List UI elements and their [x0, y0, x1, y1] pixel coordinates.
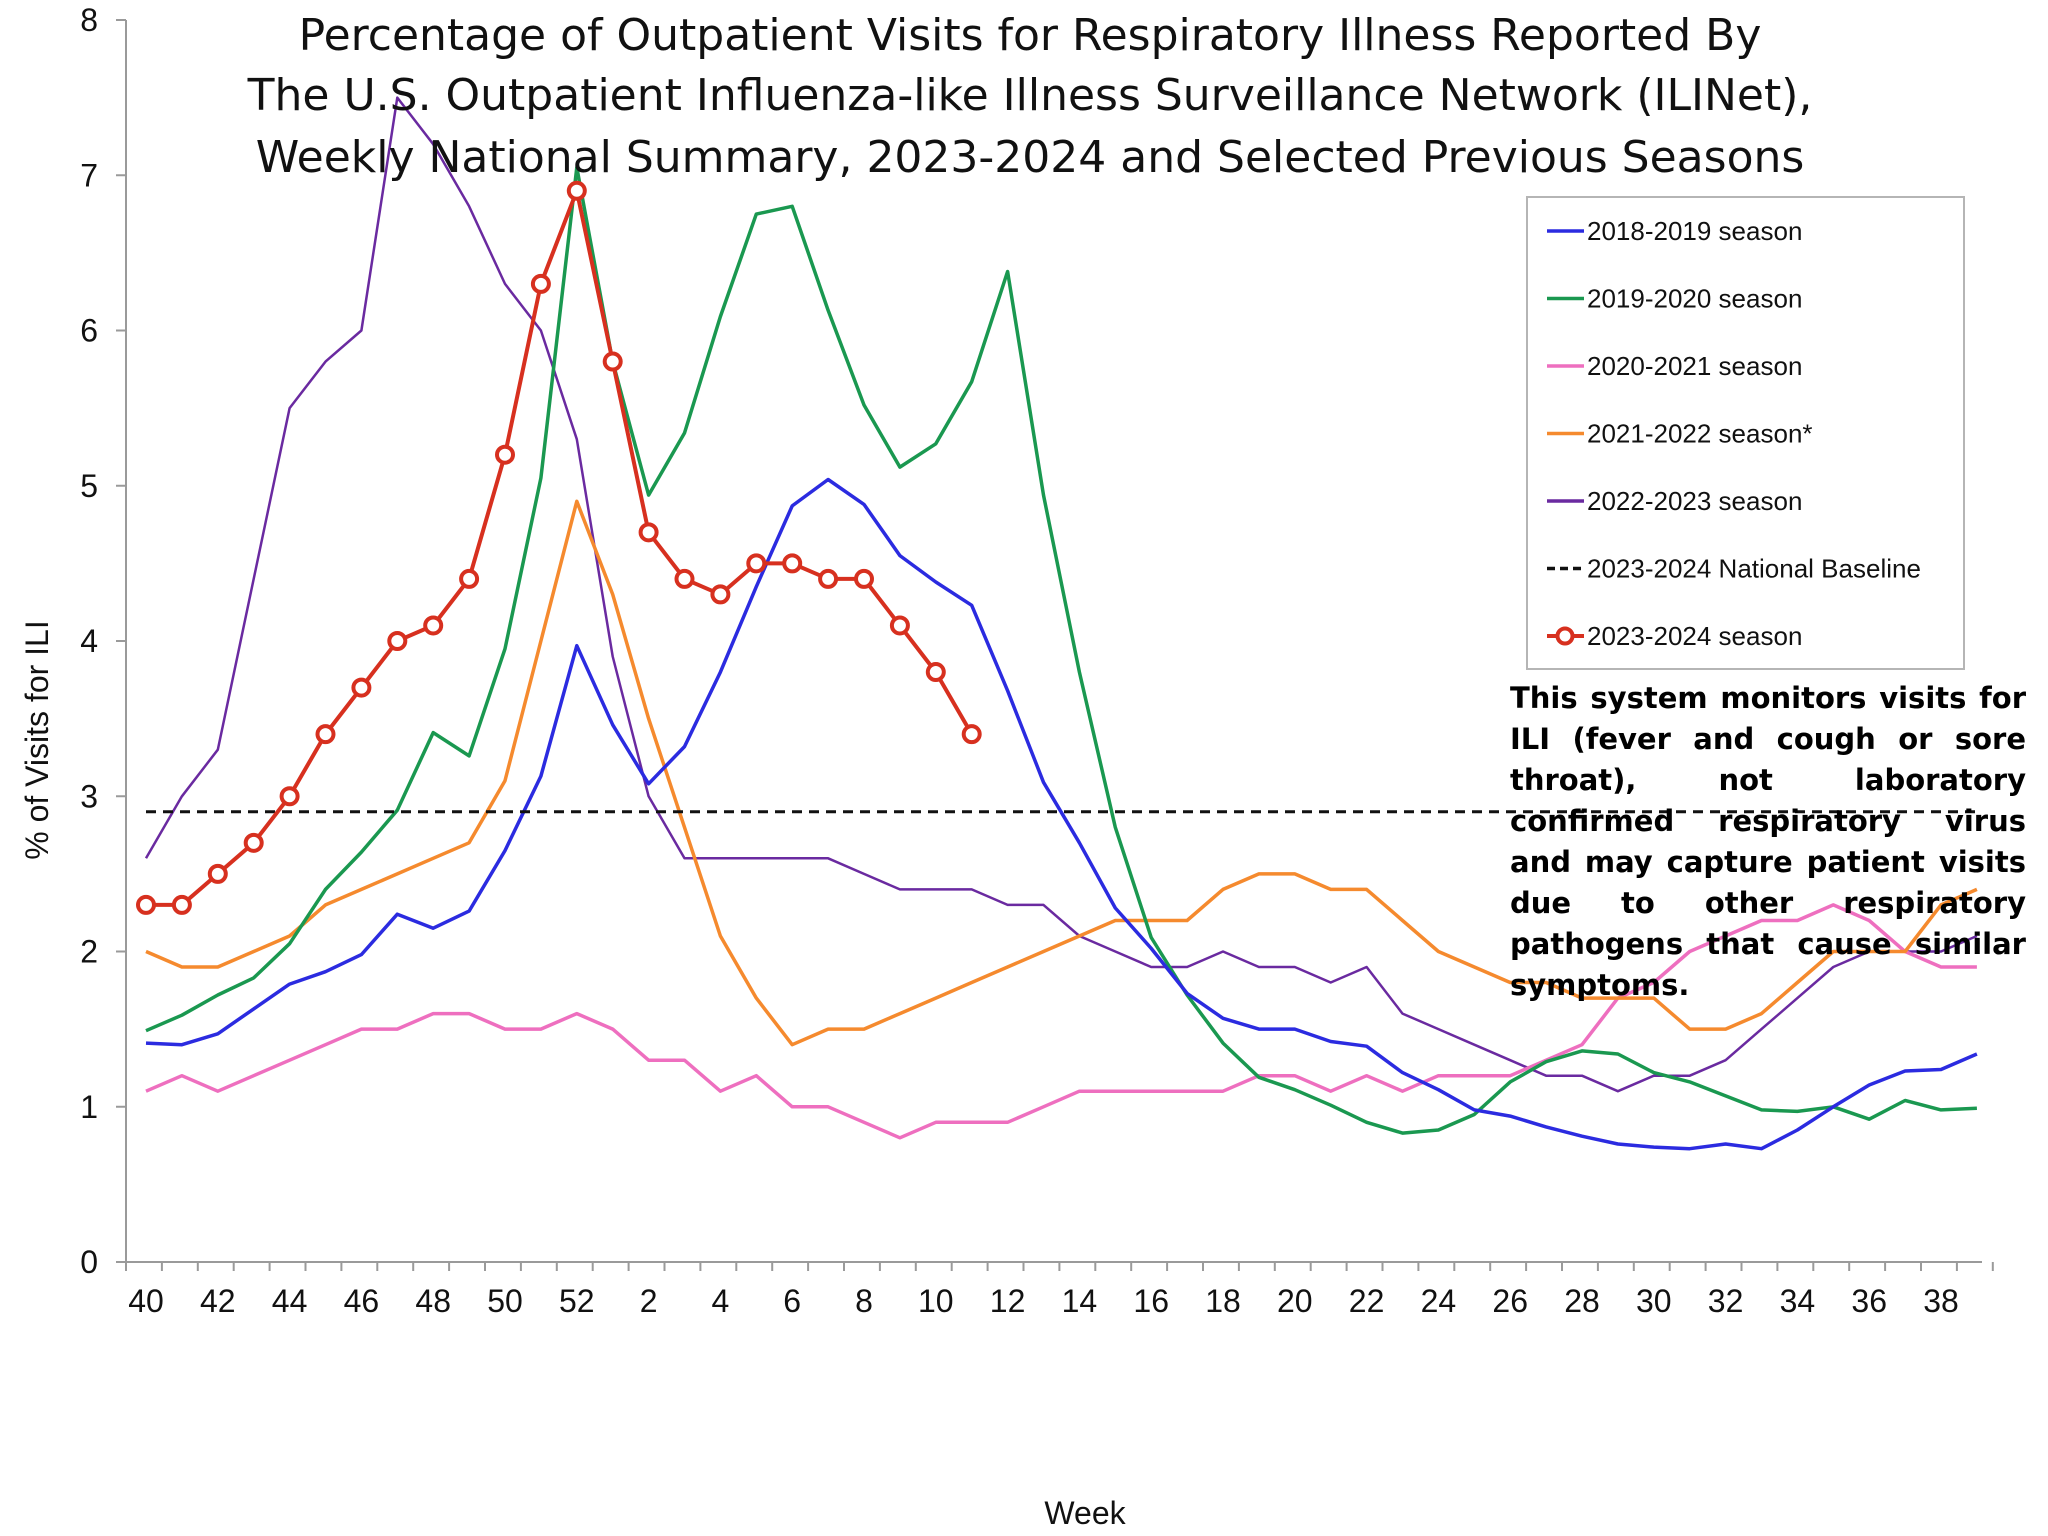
x-axis-label: Week	[1044, 1495, 1126, 1531]
data-point-2023-2024	[889, 615, 910, 636]
x-tick-label: 32	[1708, 1283, 1744, 1319]
plot-area	[136, 96, 1978, 1151]
legend-entry-label: 2020-2021 season	[1587, 351, 1802, 381]
legend: 2018-2019 season 2019-2020 season 2020-202…	[1526, 196, 1965, 670]
data-point-2023-2024	[961, 724, 982, 745]
surveillance-note: This system monitors visits for ILI (fev…	[1510, 681, 2026, 1002]
x-tick-label: 26	[1492, 1283, 1528, 1319]
series-line-2019-2020-season	[145, 165, 1977, 1135]
data-point-2023-2024	[495, 444, 515, 465]
series-line-2021-2022-season-	[145, 499, 1978, 1047]
x-tick-label: 12	[990, 1283, 1026, 1319]
chart-title-line-1: Percentage of Outpatient Visits for Resp…	[299, 10, 1762, 61]
data-point-2023-2024	[782, 553, 803, 574]
y-tick-label: 2	[80, 934, 98, 970]
x-tick-label: 10	[918, 1283, 954, 1319]
x-tick-label: 8	[855, 1283, 873, 1319]
y-tick-label: 4	[80, 623, 98, 659]
data-point-2023-2024	[459, 568, 480, 589]
data-point-2023-2024	[279, 786, 300, 807]
x-tick-label: 44	[272, 1283, 308, 1319]
data-point-2023-2024	[746, 553, 767, 574]
data-point-2023-2024	[710, 584, 731, 605]
x-tick-label: 36	[1851, 1283, 1887, 1319]
data-point-2023-2024	[207, 863, 228, 884]
data-point-2023-2024	[638, 522, 659, 543]
x-tick-label: 18	[1205, 1283, 1241, 1319]
x-tick-label: 2	[640, 1283, 658, 1319]
y-tick-label: 1	[80, 1089, 98, 1125]
legend-entry-label: 2023-2024 season	[1587, 621, 1802, 651]
x-tick-label: 40	[128, 1283, 164, 1319]
x-tick-label: 34	[1780, 1283, 1816, 1319]
legend-marker	[1555, 626, 1575, 646]
legend-entry-label: 2019-2020 season	[1587, 284, 1802, 314]
data-point-2023-2024	[530, 273, 551, 294]
x-tick-label: 24	[1421, 1283, 1457, 1319]
x-tick-label: 22	[1349, 1283, 1385, 1319]
y-tick-label: 0	[80, 1244, 98, 1280]
x-tick-label: 38	[1923, 1283, 1959, 1319]
chart-title-line-2: The U.S. Outpatient Influenza-like Illne…	[247, 70, 1813, 121]
series-line-2023-2024-season	[146, 188, 974, 907]
data-point-2023-2024	[171, 894, 192, 915]
data-point-2023-2024	[925, 662, 946, 683]
y-tick-label: 8	[80, 2, 98, 38]
legend-entry-label: 2018-2019 season	[1587, 216, 1802, 246]
legend-box	[1526, 196, 1965, 670]
x-tick-label: 30	[1636, 1283, 1672, 1319]
x-tick-label: 4	[712, 1283, 730, 1319]
x-tick-label: 6	[783, 1283, 801, 1319]
data-point-2023-2024	[854, 568, 874, 589]
series-line-2018-2019-season	[145, 477, 1978, 1151]
x-tick-label: 14	[1062, 1283, 1098, 1319]
data-point-2023-2024	[136, 894, 156, 915]
data-point-2023-2024	[351, 677, 372, 698]
legend-entry-label: 2021-2022 season*	[1587, 419, 1813, 449]
x-tick-label: 50	[487, 1283, 523, 1319]
y-axis-label: % of Visits for ILI	[19, 620, 55, 860]
data-point-2023-2024	[315, 724, 336, 745]
series-line-2020-2021-season	[145, 903, 1977, 1140]
data-point-2023-2024	[674, 568, 695, 589]
legend-entry-label: 2023-2024 National Baseline	[1587, 554, 1921, 584]
x-tick-label: 42	[200, 1283, 236, 1319]
x-tick-label: 16	[1133, 1283, 1169, 1319]
data-point-2023-2024	[602, 351, 623, 372]
x-tick-label: 52	[559, 1283, 595, 1319]
y-tick-label: 6	[80, 313, 98, 349]
x-tick-label: 20	[1277, 1283, 1313, 1319]
chart-title-line-3: Weekly National Summary, 2023-2024 and S…	[256, 132, 1805, 183]
x-tick-label: 28	[1564, 1283, 1600, 1319]
data-point-2023-2024	[243, 832, 264, 853]
x-tick-label: 46	[344, 1283, 380, 1319]
data-point-2023-2024	[566, 180, 587, 201]
x-tick-label: 48	[415, 1283, 451, 1319]
y-tick-label: 3	[80, 778, 98, 814]
y-tick-label: 5	[80, 468, 98, 504]
data-point-2023-2024	[387, 631, 408, 651]
data-point-2023-2024	[818, 568, 839, 589]
y-tick-label: 7	[80, 157, 98, 193]
legend-entry-label: 2022-2023 season	[1587, 486, 1802, 516]
chart-title: Percentage of Outpatient Visits for Resp…	[247, 10, 1813, 183]
data-point-2023-2024	[423, 615, 444, 636]
